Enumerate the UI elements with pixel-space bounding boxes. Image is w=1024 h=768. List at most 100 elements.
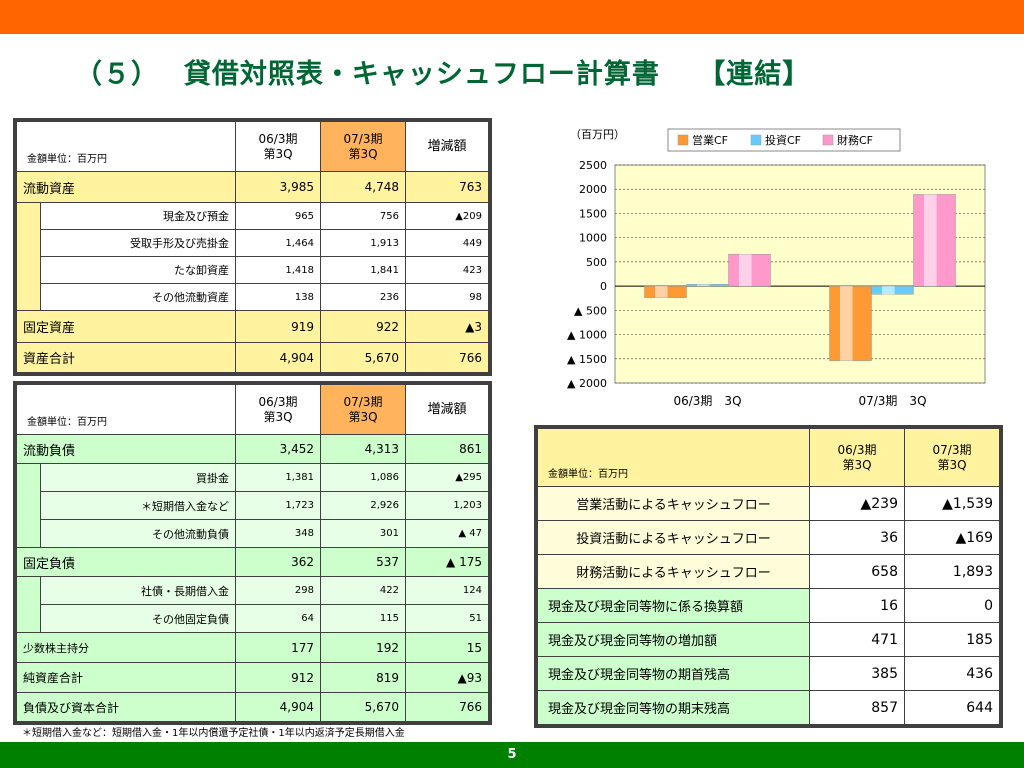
cell-current: 2,926 <box>320 491 406 520</box>
y-tick-label: 500 <box>586 256 607 269</box>
row-label: 流動資産 <box>16 171 236 203</box>
table-row: 少数株主持分 177 192 15 <box>16 632 489 663</box>
cell-diff: 766 <box>405 342 489 373</box>
cell-current: 236 <box>320 283 406 311</box>
chart-unit-label: （百万円） <box>570 128 625 141</box>
cell-diff: ▲295 <box>405 463 489 492</box>
row-label: その他流動負債 <box>40 519 236 548</box>
table-row: 投資活動によるキャッシュフロー 36 ▲169 <box>537 520 1000 555</box>
bar-investing <box>871 285 914 295</box>
table-row: 買掛金 1,381 1,086 ▲295 <box>16 463 489 548</box>
cell-prev: 471 <box>809 622 905 657</box>
table-row: 純資産合計 912 819 ▲93 <box>16 662 489 693</box>
cell-diff: 423 <box>405 256 489 284</box>
bottom-bar <box>0 742 1024 768</box>
row-label: 純資産合計 <box>16 662 236 693</box>
bar-highlight <box>739 254 752 287</box>
cell-prev: 138 <box>235 283 321 311</box>
row-label: 少数株主持分 <box>16 632 236 663</box>
bar-highlight <box>697 284 710 287</box>
cell-current: 4,748 <box>320 171 406 203</box>
cell-current: 0 <box>904 588 1000 623</box>
cell-prev: 1,464 <box>235 229 321 257</box>
cell-prev: 658 <box>809 554 905 589</box>
cell-current: 192 <box>320 632 406 663</box>
x-tick-label: 07/3期 3Q <box>858 394 926 408</box>
bar-highlight <box>924 194 937 287</box>
row-label: 固定資産 <box>16 310 236 343</box>
row-label: 営業活動によるキャッシュフロー <box>537 486 810 521</box>
y-axis-ticks: 2500 2000 1500 1000 500 0 ▲ 500 ▲ 1000 ▲ 1500 ▲ 2… <box>567 159 607 390</box>
cell-diff: 861 <box>405 434 489 464</box>
table-row: 現金及び預金 965 756 ▲209 <box>16 202 489 311</box>
footnote: ＊短期借入金など：短期借入金・1年以内償還予定社債・1年以内返済予定長期借入金 <box>22 728 405 739</box>
cell-current: 1,086 <box>320 463 406 492</box>
cell-current: 644 <box>904 690 1000 725</box>
cell-diff: ▲209 <box>405 202 489 230</box>
row-label: 投資活動によるキャッシュフロー <box>537 520 810 555</box>
bar-financing <box>728 253 771 287</box>
table-row: 現金及び現金同等物の増加額 471 185 <box>537 622 1000 657</box>
cashflow-chart: （百万円） 営業CF 投資CF 財務CF 2500 2000 1500 1000 500 0 ▲… <box>567 128 986 408</box>
row-label: 負債及び資本合計 <box>16 692 236 722</box>
row-label: 現金及び預金 <box>40 202 236 230</box>
table-row: その他固定負債 64 115 51 <box>17 604 489 633</box>
row-label: 現金及び現金同等物の期首残高 <box>537 656 810 691</box>
cell-current: 819 <box>320 662 406 693</box>
y-tick-label: ▲ 500 <box>574 304 607 317</box>
cell-diff: 124 <box>405 576 489 605</box>
cell-prev: 298 <box>235 576 321 605</box>
row-label: 現金及び現金同等物に係る換算額 <box>537 588 810 623</box>
cell-current: ▲169 <box>904 520 1000 555</box>
chart-legend: 営業CF 投資CF 財務CF <box>667 128 901 152</box>
cell-current: 422 <box>320 576 406 605</box>
table-row: 資産合計 4,904 5,670 766 <box>16 342 489 373</box>
header-current: 07/3期 第3Q <box>904 428 1000 487</box>
header-diff: 増減額 <box>405 384 489 435</box>
header-current: 07/3期 第3Q <box>320 384 406 435</box>
assets-table: 金額単位：百万円 06/3期 第3Q 07/3期 第3Q 増減額 流動資産 3,… <box>13 118 492 376</box>
cell-diff: ▲ 47 <box>405 519 489 548</box>
table-row: 負債及び資本合計 4,904 5,670 766 <box>16 692 489 722</box>
cell-current: 756 <box>320 202 406 230</box>
x-tick-label: 06/3期 3Q <box>673 394 741 408</box>
row-label: 買掛金 <box>40 463 236 492</box>
cell-prev: 3,985 <box>235 171 321 203</box>
bar-operating <box>829 285 872 361</box>
bar-highlight <box>655 286 668 298</box>
cashflow-table: 金額単位：百万円 06/3期 第3Q 07/3期 第3Q 営業活動によるキャッシ… <box>534 425 1003 728</box>
y-tick-label: ▲ 2000 <box>567 377 607 390</box>
table-row: たな卸資産 1,418 1,841 423 <box>17 256 489 284</box>
page-title: （５） 貸借対照表・キャッシュフロー計算書 【連結】 <box>75 59 811 90</box>
x-axis-ticks: 06/3期 3Q 07/3期 3Q <box>673 394 926 408</box>
cell-diff: 449 <box>405 229 489 257</box>
cell-prev: 3,452 <box>235 434 321 464</box>
legend-label: 投資CF <box>765 133 801 147</box>
table-row: その他流動負債 348 301 ▲ 47 <box>17 519 489 548</box>
row-label: 受取手形及び売掛金 <box>40 229 236 257</box>
bar-investing <box>686 284 729 287</box>
cell-prev: 857 <box>809 690 905 725</box>
table-row: 固定資産 919 922 ▲3 <box>16 310 489 343</box>
row-label: 財務活動によるキャッシュフロー <box>537 554 810 589</box>
cell-prev: 4,904 <box>235 342 321 373</box>
cell-prev: 1,381 <box>235 463 321 492</box>
table-row: 受取手形及び売掛金 1,464 1,913 449 <box>17 229 489 257</box>
table-row: 流動資産 3,985 4,748 763 <box>16 171 489 203</box>
y-tick-label: 1000 <box>579 232 607 245</box>
bar-highlight <box>882 286 895 295</box>
legend-swatch <box>822 134 834 146</box>
bar-operating <box>644 285 687 298</box>
cell-diff: 15 <box>405 632 489 663</box>
bar-highlight <box>840 286 853 361</box>
table-row: 現金及び現金同等物の期首残高 385 436 <box>537 656 1000 691</box>
cell-prev: 36 <box>809 520 905 555</box>
liabilities-table: 金額単位：百万円 06/3期 第3Q 07/3期 第3Q 増減額 流動負債 3,… <box>13 381 492 725</box>
cell-prev: ▲239 <box>809 486 905 521</box>
cell-prev: 16 <box>809 588 905 623</box>
cell-prev: 912 <box>235 662 321 693</box>
table-row: 固定負債 362 537 ▲ 175 <box>16 547 489 577</box>
row-label: その他固定負債 <box>40 604 236 633</box>
cell-current: 5,670 <box>320 342 406 373</box>
cell-prev: 348 <box>235 519 321 548</box>
